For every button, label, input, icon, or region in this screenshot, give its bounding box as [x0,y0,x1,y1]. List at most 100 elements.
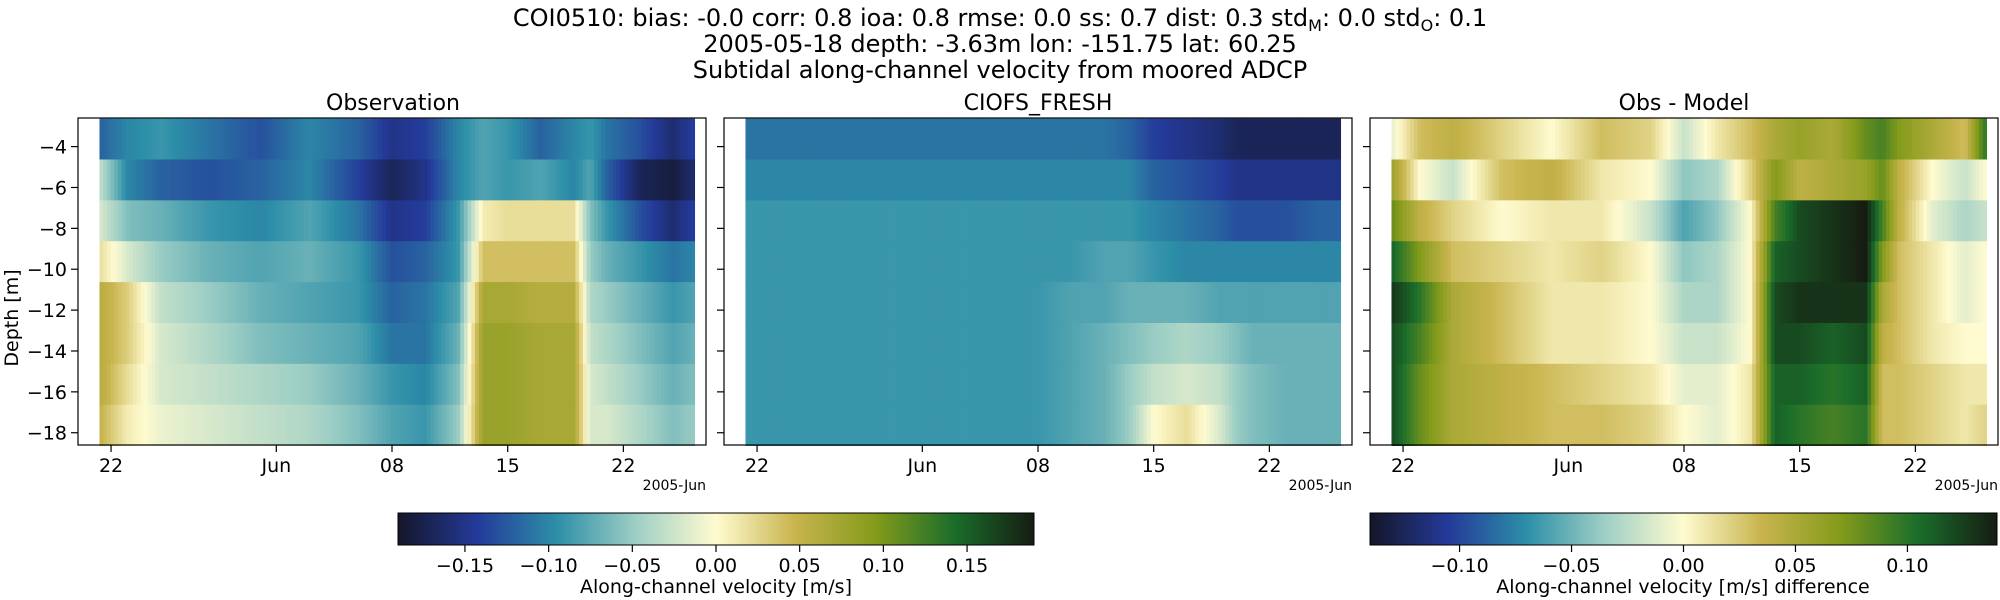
heatmap-cell [233,241,238,283]
heatmap-cell [356,322,361,365]
heatmap-cell [1685,118,1690,160]
heatmap-cell [311,200,316,242]
heatmap-cell [1402,159,1407,201]
heatmap-cell [359,159,365,201]
heatmap-cell [512,363,517,406]
heatmap-cell [1158,159,1163,201]
heatmap-cell [1228,159,1234,201]
heatmap-cell [341,200,346,242]
heatmap-cell [1588,282,1593,324]
heatmap-cell [1871,282,1876,324]
heatmap-cell [1547,363,1552,406]
heatmap-cell [938,200,944,242]
heatmap-cell [1292,404,1297,447]
heatmap-cell [683,404,688,447]
heatmap-cell [504,363,510,406]
heatmap-cell [422,363,428,406]
heatmap-cell [1826,200,1831,242]
heatmap-cell [337,200,342,242]
heatmap-cell [281,404,287,447]
heatmap-cell [1785,241,1790,283]
heatmap-cell [690,118,696,160]
heatmap-cell [1752,322,1757,365]
heatmap-cell [916,322,921,365]
heatmap-cell [1491,363,1497,406]
heatmap-cell [1035,200,1040,242]
heatmap-cell [1402,322,1407,365]
heatmap-cell [1833,322,1839,365]
heatmap-cell [853,241,858,283]
heatmap-cell [1506,159,1512,201]
heatmap-cell [912,159,918,201]
heatmap-cell [686,241,692,283]
heatmap-cell [1874,200,1880,242]
heatmap-cell [590,118,595,160]
heatmap-cell [415,118,420,160]
heatmap-cell [1826,404,1831,447]
heatmap-cell [359,322,365,365]
heatmap-cell [99,159,104,201]
heatmap-cell [1187,282,1193,324]
heatmap-cell [976,363,981,406]
heatmap-cell [1622,200,1627,242]
heatmap-cell [1815,159,1820,201]
heatmap-cell [244,322,249,365]
heatmap-cell [106,118,112,160]
heatmap-cell [838,118,843,160]
heatmap-cell [330,363,335,406]
heatmap-cell [181,322,186,365]
heatmap-cell [690,404,696,447]
heatmap-cell [1558,282,1564,324]
heatmap-cell [823,118,828,160]
heatmap-cell [1737,241,1742,283]
heatmap-cell [463,159,469,201]
heatmap-cell [244,404,249,447]
heatmap-cell [890,241,895,283]
heatmap-cell [786,241,791,283]
heatmap-cell [664,282,669,324]
heatmap-cell [1395,322,1400,365]
heatmap-cell [1206,159,1211,201]
heatmap-cell [1214,241,1219,283]
heatmap-cell [1517,159,1523,201]
heatmap-cell [106,159,112,201]
heatmap-cell [1581,322,1586,365]
heatmap-cell [842,363,847,406]
heatmap-cell [1882,200,1887,242]
heatmap-cell [1410,118,1415,160]
heatmap-cell [1117,363,1122,406]
heatmap-cell [456,404,461,447]
heatmap-cell [1217,159,1223,201]
heatmap-cell [1473,322,1478,365]
heatmap-cell [1711,322,1716,365]
heatmap-cell [782,159,787,201]
heatmap-cell [987,200,992,242]
heatmap-cell [1618,159,1623,201]
heatmap-cell [549,282,554,324]
heatmap-cell [1406,322,1411,365]
heatmap-cell [1406,363,1411,406]
heatmap-cell [1465,200,1471,242]
heatmap-cell [1781,322,1787,365]
heatmap-cell [790,118,795,160]
heatmap-cell [564,159,569,201]
heatmap-cell [408,200,413,242]
heatmap-cell [1465,118,1471,160]
heatmap-cell [307,200,313,242]
heatmap-cell [240,241,246,283]
heatmap-cell [382,159,387,201]
heatmap-cell [1295,159,1301,201]
heatmap-cell [1878,118,1883,160]
heatmap-cell [1785,200,1790,242]
heatmap-cell [897,118,903,160]
heatmap-cell [990,200,996,242]
heatmap-cell [326,322,331,365]
heatmap-cell [1318,404,1323,447]
heatmap-cell [1436,363,1441,406]
heatmap-cell [1284,118,1289,160]
heatmap-cell [801,282,806,324]
heatmap-cell [393,282,398,324]
heatmap-cell [1469,363,1474,406]
heatmap-cell [1551,118,1556,160]
heatmap-cell [501,200,506,242]
